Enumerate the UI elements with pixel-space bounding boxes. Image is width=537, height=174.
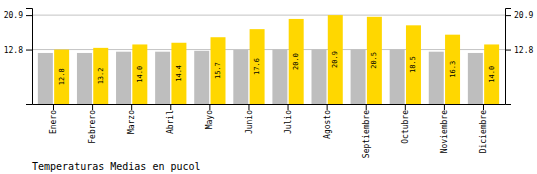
- bar: [406, 25, 421, 104]
- tick: Agosto: [323, 104, 332, 139]
- tick-label: Julio: [284, 110, 293, 134]
- tick: 20.9: [505, 11, 533, 20]
- tick-mark: [366, 104, 367, 110]
- x-axis: Enero Febrero Marzo Abril Mayo Junio Julio Agos…: [33, 104, 506, 158]
- tick-label: Mayo: [205, 110, 214, 129]
- bar: [468, 53, 483, 104]
- tick: Abril: [166, 104, 175, 134]
- data-label: 14.4: [175, 65, 183, 82]
- tick: 12.8: [4, 46, 32, 55]
- title: Temperaturas Medias en pucol: [32, 161, 201, 172]
- bar: [289, 19, 304, 104]
- bar: [328, 15, 343, 104]
- bar: [429, 52, 444, 104]
- bar: [250, 29, 265, 104]
- tick-label: Diciembre: [479, 110, 488, 154]
- data-label: 20.9: [331, 51, 339, 68]
- bar: [171, 43, 186, 104]
- bar: [312, 50, 327, 104]
- tick-mark: [248, 104, 249, 110]
- tick-label: 12.8: [4, 46, 23, 55]
- data-label: 17.6: [253, 58, 261, 75]
- tick-mark: [170, 104, 171, 110]
- grid-line: [32, 15, 505, 16]
- tick-mark: [288, 104, 289, 110]
- chart: 12.8 13.2 14.0 14.4 15.7 17.6 20.0 20.9 20.5 18.5…: [0, 0, 537, 174]
- tick-mark: [505, 15, 511, 16]
- data-label: 13.2: [97, 68, 105, 85]
- tick-label: Marzo: [127, 110, 136, 134]
- tick-mark: [444, 104, 445, 110]
- tick-label: Octubre: [401, 110, 410, 144]
- tick-mark: [209, 104, 210, 110]
- tick-mark: [53, 104, 54, 110]
- tick: Junio: [245, 104, 254, 134]
- data-label: 20.0: [292, 53, 300, 70]
- bar: [194, 51, 209, 104]
- data-label: 18.5: [409, 56, 417, 73]
- bar: [54, 50, 69, 104]
- y2-axis: 12.8 20.9: [505, 9, 533, 105]
- bar: [116, 52, 131, 104]
- tick-label: Noviembre: [440, 110, 449, 154]
- tick-mark: [327, 104, 328, 110]
- axis-domain: [26, 9, 33, 105]
- tick-mark: [405, 104, 406, 110]
- data-label: 16.3: [449, 61, 457, 78]
- tick: 20.9: [4, 11, 32, 20]
- bar: [233, 50, 248, 104]
- bar: [132, 44, 147, 104]
- axis-domain: [506, 9, 512, 105]
- tick: Septiembre: [362, 104, 371, 158]
- tick-mark: [26, 50, 32, 51]
- tick-label: Agosto: [323, 110, 332, 139]
- tick-mark: [131, 104, 132, 110]
- tick-label: Junio: [245, 110, 254, 134]
- bar: [484, 44, 499, 104]
- data-label: 12.8: [58, 68, 66, 85]
- tick-label: Enero: [49, 110, 58, 134]
- bar: [351, 50, 366, 104]
- data-labels: 12.8 13.2 14.0 14.4 15.7 17.6 20.0 20.9 20.5 18.5…: [58, 51, 496, 85]
- tick: Marzo: [127, 104, 136, 134]
- bar: [77, 53, 92, 104]
- bar: [93, 48, 108, 104]
- tick: Noviembre: [440, 104, 449, 153]
- bar: [272, 50, 287, 104]
- data-label: 15.7: [214, 62, 222, 79]
- tick: Mayo: [205, 104, 214, 129]
- data-label: 14.0: [488, 66, 496, 83]
- bars: [38, 15, 499, 104]
- bar: [155, 52, 170, 104]
- tick-label: 20.9: [514, 11, 533, 20]
- y-axis: 12.8 20.9: [4, 9, 33, 105]
- bar: [211, 37, 226, 104]
- tick: 12.8: [505, 46, 533, 55]
- bar: [38, 53, 53, 104]
- tick-mark: [483, 104, 484, 110]
- plot: 12.8 13.2 14.0 14.4 15.7 17.6 20.0 20.9 20.5 18.5…: [4, 9, 534, 159]
- bar: [445, 35, 460, 104]
- tick: Octubre: [401, 104, 410, 144]
- bar: [367, 17, 382, 104]
- tick-label: 20.9: [4, 11, 23, 20]
- axis-domain: [33, 104, 506, 105]
- tick: Diciembre: [479, 104, 488, 153]
- tick-mark: [92, 104, 93, 110]
- bar: [390, 50, 405, 104]
- tick: Febrero: [88, 104, 97, 144]
- grid: [32, 15, 505, 49]
- tick-mark: [26, 15, 32, 16]
- tick-label: Febrero: [88, 110, 97, 144]
- tick: Enero: [49, 104, 58, 134]
- series: [54, 15, 499, 104]
- tick-label: 12.8: [514, 46, 533, 55]
- tick-label: Abril: [166, 110, 175, 134]
- data-label: 14.0: [136, 66, 144, 83]
- data-label: 20.5: [370, 52, 378, 69]
- tick-mark: [505, 50, 511, 51]
- tick: Julio: [284, 104, 293, 134]
- tick-label: Septiembre: [362, 110, 371, 158]
